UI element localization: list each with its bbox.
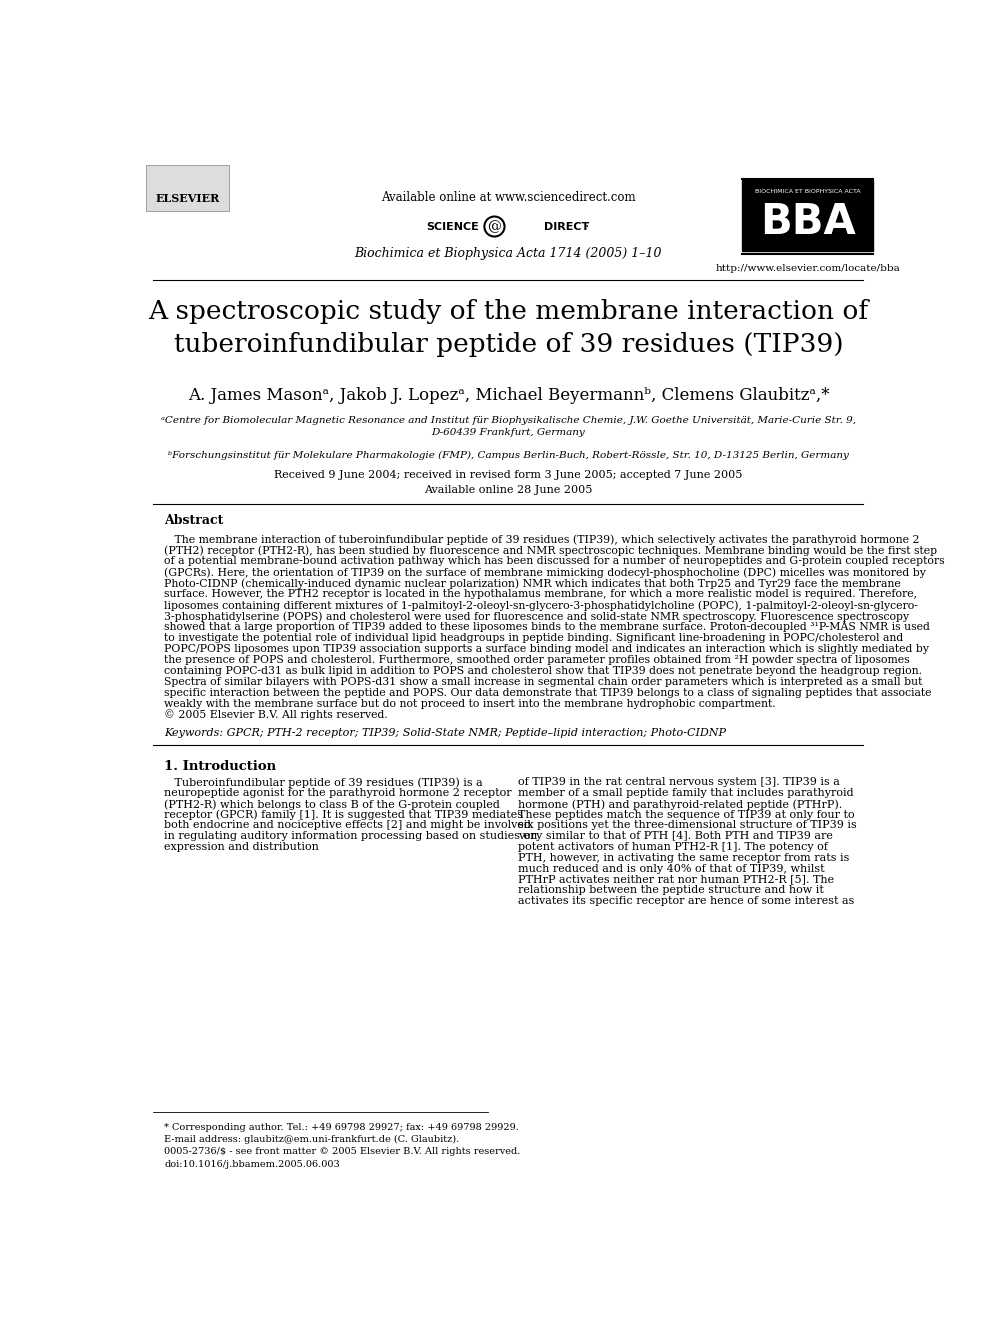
Text: * Corresponding author. Tel.: +49 69798 29927; fax: +49 69798 29929.
E-mail addr: * Corresponding author. Tel.: +49 69798 … — [165, 1123, 519, 1144]
Text: Photo-CIDNP (chemically-induced dynamic nuclear polarization) NMR which indicate: Photo-CIDNP (chemically-induced dynamic … — [165, 578, 901, 589]
Bar — [742, 180, 873, 251]
Text: BIOCHIMICA ET BIOPHYSICA ACTA: BIOCHIMICA ET BIOPHYSICA ACTA — [755, 189, 860, 194]
Text: 1. Introduction: 1. Introduction — [165, 761, 277, 774]
Text: (PTH2-R) which belongs to class B of the G-protein coupled: (PTH2-R) which belongs to class B of the… — [165, 799, 500, 810]
Text: expression and distribution: expression and distribution — [165, 841, 319, 852]
Text: potent activators of human PTH2-R [1]. The potency of: potent activators of human PTH2-R [1]. T… — [518, 841, 827, 852]
Text: These peptides match the sequence of TIP39 at only four to: These peptides match the sequence of TIP… — [518, 810, 854, 820]
Text: Abstract: Abstract — [165, 515, 223, 527]
Bar — [146, 165, 229, 212]
Text: A spectroscopic study of the membrane interaction of
tuberoinfundibular peptide : A spectroscopic study of the membrane in… — [149, 299, 868, 357]
Text: receptor (GPCR) family [1]. It is suggested that TIP39 mediates: receptor (GPCR) family [1]. It is sugges… — [165, 810, 524, 820]
Text: in regulating auditory information processing based on studies on: in regulating auditory information proce… — [165, 831, 538, 841]
Text: Received 9 June 2004; received in revised form 3 June 2005; accepted 7 June 2005: Received 9 June 2004; received in revise… — [274, 470, 743, 495]
Text: to investigate the potential role of individual lipid headgroups in peptide bind: to investigate the potential role of ind… — [165, 632, 904, 643]
Text: six positions yet the three-dimensional structure of TIP39 is: six positions yet the three-dimensional … — [518, 820, 856, 831]
Text: @: @ — [487, 220, 501, 234]
Text: of a potential membrane-bound activation pathway which has been discussed for a : of a potential membrane-bound activation… — [165, 557, 945, 566]
Text: showed that a large proportion of TIP39 added to these liposomes binds to the me: showed that a large proportion of TIP39 … — [165, 622, 930, 632]
Text: surface. However, the PTH2 receptor is located in the hypothalamus membrane, for: surface. However, the PTH2 receptor is l… — [165, 589, 918, 599]
Text: liposomes containing different mixtures of 1-palmitoyl-2-oleoyl-sn-glycero-3-pho: liposomes containing different mixtures … — [165, 601, 919, 611]
Text: neuropeptide agonist for the parathyroid hormone 2 receptor: neuropeptide agonist for the parathyroid… — [165, 789, 512, 798]
Text: A. James Masonᵃ, Jakob J. Lopezᵃ, Michael Beyermannᵇ, Clemens Glaubitzᵃ,*: A. James Masonᵃ, Jakob J. Lopezᵃ, Michae… — [187, 388, 829, 405]
Text: PTH, however, in activating the same receptor from rats is: PTH, however, in activating the same rec… — [518, 853, 849, 863]
Text: both endocrine and nociceptive effects [2] and might be involved: both endocrine and nociceptive effects [… — [165, 820, 531, 831]
Text: ELSEVIER: ELSEVIER — [156, 193, 219, 205]
Text: specific interaction between the peptide and POPS. Our data demonstrate that TIP: specific interaction between the peptide… — [165, 688, 931, 697]
Text: The membrane interaction of tuberoinfundibular peptide of 39 residues (TIP39), w: The membrane interaction of tuberoinfund… — [165, 534, 920, 545]
Text: POPC/POPS liposomes upon TIP39 association supports a surface binding model and : POPC/POPS liposomes upon TIP39 associati… — [165, 644, 930, 654]
Text: member of a small peptide family that includes parathyroid: member of a small peptide family that in… — [518, 789, 853, 798]
Text: Biochimica et Biophysica Acta 1714 (2005) 1–10: Biochimica et Biophysica Acta 1714 (2005… — [355, 247, 662, 261]
Text: containing POPC-d31 as bulk lipid in addition to POPS and cholesterol show that : containing POPC-d31 as bulk lipid in add… — [165, 665, 923, 676]
Text: Tuberoinfundibular peptide of 39 residues (TIP39) is a: Tuberoinfundibular peptide of 39 residue… — [165, 778, 483, 789]
Text: ᵇForschungsinstitut für Molekulare Pharmakologie (FMP), Campus Berlin-Buch, Robe: ᵇForschungsinstitut für Molekulare Pharm… — [168, 451, 849, 460]
Text: (PTH2) receptor (PTH2-R), has been studied by fluorescence and NMR spectroscopic: (PTH2) receptor (PTH2-R), has been studi… — [165, 545, 937, 556]
Text: the presence of POPS and cholesterol. Furthermore, smoothed order parameter prof: the presence of POPS and cholesterol. Fu… — [165, 655, 910, 664]
Text: activates its specific receptor are hence of some interest as: activates its specific receptor are henc… — [518, 896, 854, 906]
Text: BBA: BBA — [760, 201, 855, 243]
Text: 3-phosphatidylserine (POPS) and cholesterol were used for fluorescence and solid: 3-phosphatidylserine (POPS) and choleste… — [165, 611, 910, 622]
Text: 0005-2736/$ - see front matter © 2005 Elsevier B.V. All rights reserved.
doi:10.: 0005-2736/$ - see front matter © 2005 El… — [165, 1147, 521, 1170]
Text: SCIENCE: SCIENCE — [427, 221, 479, 232]
Text: very similar to that of PTH [4]. Both PTH and TIP39 are: very similar to that of PTH [4]. Both PT… — [518, 831, 832, 841]
Text: Available online at www.sciencedirect.com: Available online at www.sciencedirect.co… — [381, 191, 636, 204]
Text: DIRECT: DIRECT — [544, 221, 589, 232]
Text: ᵃCentre for Biomolecular Magnetic Resonance and Institut für Biophysikalische Ch: ᵃCentre for Biomolecular Magnetic Resona… — [161, 415, 856, 438]
Text: PTHrP activates neither rat nor human PTH2-R [5]. The: PTHrP activates neither rat nor human PT… — [518, 875, 834, 884]
Text: © 2005 Elsevier B.V. All rights reserved.: © 2005 Elsevier B.V. All rights reserved… — [165, 709, 388, 720]
Text: Keywords: GPCR; PTH-2 receptor; TIP39; Solid-State NMR; Peptide–lipid interactio: Keywords: GPCR; PTH-2 receptor; TIP39; S… — [165, 728, 726, 738]
Text: much reduced and is only 40% of that of TIP39, whilst: much reduced and is only 40% of that of … — [518, 864, 824, 873]
Text: of TIP39 in the rat central nervous system [3]. TIP39 is a: of TIP39 in the rat central nervous syst… — [518, 778, 839, 787]
Text: weakly with the membrane surface but do not proceed to insert into the membrane : weakly with the membrane surface but do … — [165, 699, 776, 709]
Text: Spectra of similar bilayers with POPS-d31 show a small increase in segmental cha: Spectra of similar bilayers with POPS-d3… — [165, 676, 923, 687]
Text: ·: · — [584, 220, 588, 234]
Text: (GPCRs). Here, the orientation of TIP39 on the surface of membrane mimicking dod: (GPCRs). Here, the orientation of TIP39 … — [165, 568, 927, 578]
Text: relationship between the peptide structure and how it: relationship between the peptide structu… — [518, 885, 823, 896]
Text: http://www.elsevier.com/locate/bba: http://www.elsevier.com/locate/bba — [715, 265, 900, 274]
Text: hormone (PTH) and parathyroid-related peptide (PTHrP).: hormone (PTH) and parathyroid-related pe… — [518, 799, 842, 810]
